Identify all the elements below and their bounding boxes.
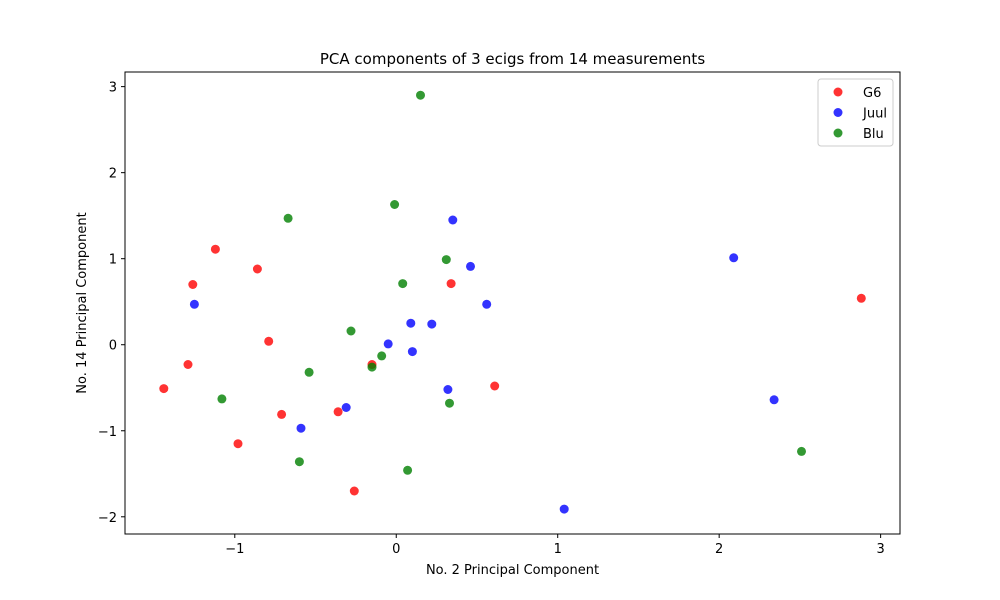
legend-label-g6: G6 bbox=[863, 86, 881, 101]
x-tick-label: 3 bbox=[876, 542, 884, 557]
x-tick-label: 0 bbox=[392, 542, 400, 557]
point-juul-3 bbox=[466, 261, 475, 271]
point-blu-10 bbox=[217, 394, 227, 404]
point-g6-11 bbox=[277, 409, 287, 419]
legend-marker-g6 bbox=[833, 87, 843, 97]
x-tick-label: −1 bbox=[225, 542, 244, 557]
point-g6-7 bbox=[183, 360, 193, 369]
legend-marker-blu bbox=[833, 128, 843, 138]
point-g6-1 bbox=[856, 293, 866, 303]
point-juul-8 bbox=[383, 339, 393, 349]
x-axis-label: No. 2 Principal Component bbox=[426, 563, 599, 578]
point-juul-2 bbox=[448, 215, 458, 225]
y-tick-label: 0 bbox=[109, 339, 117, 354]
point-blu-7 bbox=[377, 351, 387, 361]
point-g6-13 bbox=[233, 439, 243, 449]
point-blu-14 bbox=[797, 446, 806, 456]
legend-label-blu: Blu bbox=[863, 127, 884, 142]
legend-marker-juul bbox=[833, 108, 843, 117]
y-axis-label: No. 14 Principal Component bbox=[75, 212, 90, 393]
y-tick-label: −2 bbox=[98, 511, 117, 526]
point-g6-10 bbox=[490, 381, 500, 391]
y-tick-label: −1 bbox=[98, 425, 117, 440]
point-juul-4 bbox=[482, 299, 492, 309]
point-blu-3 bbox=[390, 200, 400, 209]
point-blu-6 bbox=[346, 326, 356, 336]
plot-frame bbox=[124, 71, 901, 535]
point-blu-4 bbox=[441, 255, 451, 265]
point-juul-7 bbox=[427, 319, 437, 329]
chart-title: PCA components of 3 ecigs from 14 measur… bbox=[320, 50, 705, 68]
x-tick-label: 1 bbox=[554, 542, 562, 557]
point-blu-8 bbox=[367, 362, 377, 372]
point-g6-5 bbox=[446, 279, 456, 289]
x-tick-label: 2 bbox=[715, 542, 723, 557]
point-blu-11 bbox=[445, 398, 454, 408]
point-juul-9 bbox=[407, 347, 417, 357]
y-tick-label: 3 bbox=[109, 81, 117, 96]
point-blu-13 bbox=[403, 465, 413, 475]
x-axis: −1 0 1 2 3 bbox=[225, 534, 885, 557]
point-juul-14 bbox=[559, 504, 569, 514]
point-g6-3 bbox=[188, 280, 198, 289]
point-blu-1 bbox=[416, 90, 425, 100]
point-juul-10 bbox=[443, 385, 453, 394]
point-blu-5 bbox=[398, 279, 408, 289]
point-juul-11 bbox=[341, 403, 351, 412]
y-axis: −2 −1 0 1 2 3 bbox=[98, 81, 125, 526]
point-blu-2 bbox=[283, 213, 293, 223]
point-juul-5 bbox=[189, 299, 199, 309]
y-tick-label: 2 bbox=[109, 167, 117, 182]
point-juul-13 bbox=[769, 395, 779, 405]
point-g6-2 bbox=[210, 244, 220, 254]
point-blu-12 bbox=[294, 457, 304, 467]
legend: G6 Juul Blu bbox=[817, 78, 894, 147]
point-juul-6 bbox=[406, 318, 416, 328]
point-g6-8 bbox=[159, 384, 169, 394]
points-layer bbox=[159, 90, 866, 514]
legend-label-juul: Juul bbox=[862, 107, 887, 122]
point-juul-1 bbox=[729, 253, 739, 263]
point-blu-9 bbox=[304, 367, 314, 377]
point-g6-12 bbox=[333, 407, 343, 417]
point-g6-4 bbox=[252, 264, 262, 274]
point-juul-12 bbox=[296, 423, 306, 433]
point-g6-6 bbox=[264, 336, 274, 346]
point-g6-14 bbox=[349, 486, 359, 496]
y-tick-label: 1 bbox=[109, 253, 117, 268]
